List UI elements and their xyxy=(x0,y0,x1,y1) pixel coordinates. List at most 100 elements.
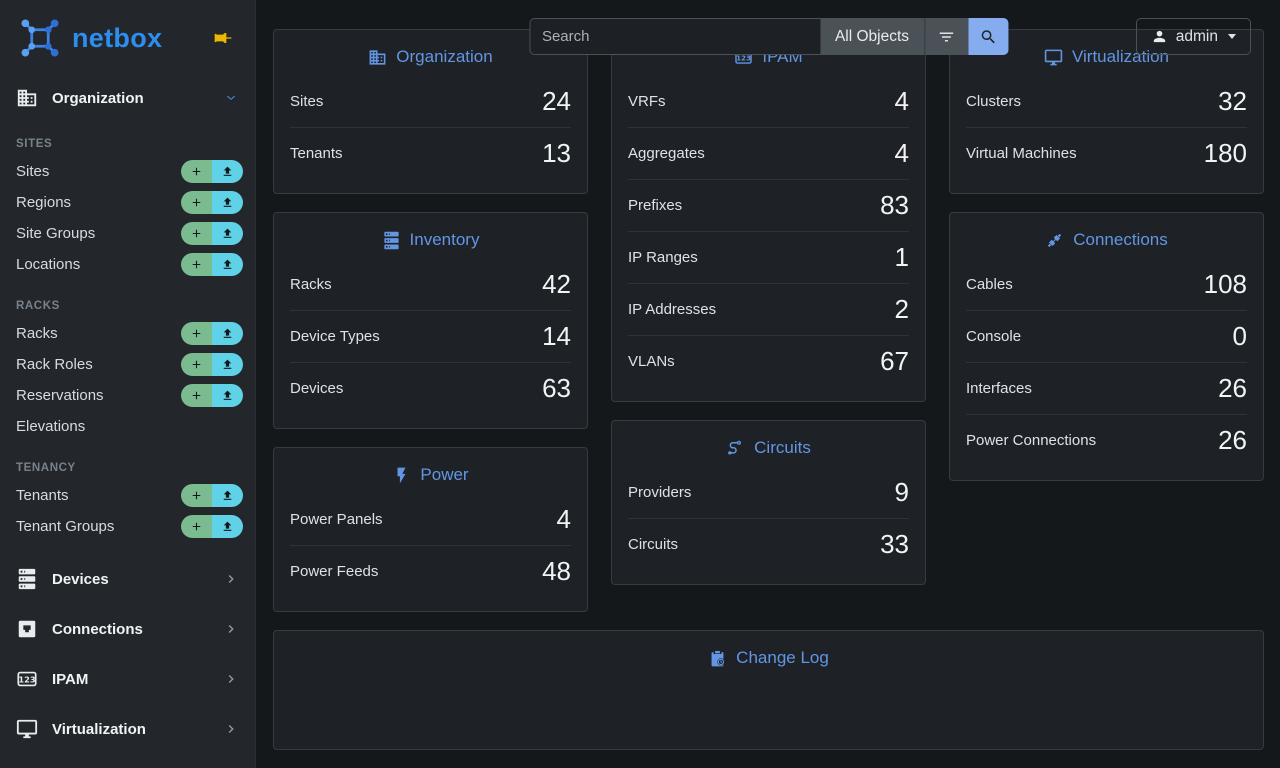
sidebar-section-connections[interactable]: Connections xyxy=(0,604,255,654)
stat-value[interactable]: 108 xyxy=(1203,268,1247,299)
sidebar: netbox Organization SITES Sites Regions … xyxy=(0,0,256,768)
stat-row: Power Connections 26 xyxy=(966,414,1247,466)
pin-sidebar-button[interactable] xyxy=(209,24,237,52)
stat-row: Prefixes 83 xyxy=(628,179,909,231)
chevron-right-icon xyxy=(223,571,239,587)
stat-value[interactable]: 180 xyxy=(1203,138,1247,168)
sidebar-link-tenant-groups[interactable]: Tenant Groups xyxy=(16,518,115,535)
stat-value[interactable]: 63 xyxy=(542,373,571,403)
stat-value[interactable]: 67 xyxy=(880,346,909,376)
transit-connection-icon xyxy=(726,439,745,458)
sidebar-section-organization[interactable]: Organization xyxy=(0,78,255,118)
sidebar-section-virtualization[interactable]: Virtualization xyxy=(0,704,255,754)
add-button[interactable] xyxy=(181,160,212,183)
sidebar-item-site-groups: Site Groups xyxy=(0,218,255,249)
import-button[interactable] xyxy=(212,353,243,376)
stat-label: Clusters xyxy=(966,92,1022,110)
stat-value[interactable]: 42 xyxy=(542,268,571,299)
add-button[interactable] xyxy=(181,222,212,245)
stat-value[interactable]: 0 xyxy=(1232,321,1247,351)
monitor-icon xyxy=(1044,48,1063,67)
chevron-right-icon xyxy=(223,721,239,737)
plus-icon xyxy=(190,389,203,402)
topbar: All Objects admin xyxy=(256,0,1280,55)
add-button[interactable] xyxy=(181,322,212,345)
stat-row: Power Feeds 48 xyxy=(290,545,571,597)
search-scope-button[interactable]: All Objects xyxy=(819,18,925,55)
add-button[interactable] xyxy=(181,484,212,507)
stat-row: Aggregates 4 xyxy=(628,127,909,179)
sidebar-item-sites: Sites xyxy=(0,156,255,187)
import-button[interactable] xyxy=(212,515,243,538)
search-button[interactable] xyxy=(968,18,1009,55)
search-input[interactable] xyxy=(528,18,820,55)
section-label: Devices xyxy=(52,570,109,588)
sidebar-link-sites[interactable]: Sites xyxy=(16,163,50,180)
sidebar-link-rack-roles[interactable]: Rack Roles xyxy=(16,356,93,373)
stat-label: VRFs xyxy=(628,92,666,110)
stat-value[interactable]: 33 xyxy=(880,529,909,559)
sidebar-section-devices[interactable]: Devices xyxy=(0,554,255,604)
import-button[interactable] xyxy=(212,484,243,507)
sidebar-link-elevations[interactable]: Elevations xyxy=(16,418,86,435)
plus-icon xyxy=(190,489,203,502)
brand-name[interactable]: netbox xyxy=(72,22,163,53)
sidebar-link-regions[interactable]: Regions xyxy=(16,194,72,211)
stat-label: Cables xyxy=(966,275,1013,293)
stat-value[interactable]: 13 xyxy=(542,138,571,168)
stat-value[interactable]: 14 xyxy=(542,321,571,351)
stat-row: VLANs 67 xyxy=(628,335,909,387)
sidebar-link-reservations[interactable]: Reservations xyxy=(16,387,104,404)
stat-label: Prefixes xyxy=(628,197,683,214)
search-group: All Objects xyxy=(528,18,1009,55)
stat-label: IP Ranges xyxy=(628,249,698,266)
stat-label: Power Connections xyxy=(966,432,1097,449)
stat-value[interactable]: 24 xyxy=(542,85,571,116)
add-button[interactable] xyxy=(181,191,212,214)
stat-value[interactable]: 1 xyxy=(894,242,909,272)
sidebar-link-tenants[interactable]: Tenants xyxy=(16,487,69,504)
stat-value[interactable]: 4 xyxy=(894,138,909,168)
stat-value[interactable]: 26 xyxy=(1218,373,1247,403)
stat-row: Console 0 xyxy=(966,310,1247,362)
upload-icon xyxy=(221,389,234,402)
stat-label: Racks xyxy=(290,275,332,293)
import-button[interactable] xyxy=(212,253,243,276)
sidebar-link-racks[interactable]: Racks xyxy=(16,325,58,342)
add-button[interactable] xyxy=(181,515,212,538)
stat-value[interactable]: 9 xyxy=(894,476,909,507)
plus-icon xyxy=(190,165,203,178)
ethernet-port-icon xyxy=(16,618,38,640)
sidebar-section-ipam[interactable]: IPAM xyxy=(0,654,255,704)
import-button[interactable] xyxy=(212,191,243,214)
netbox-logo-icon[interactable] xyxy=(18,16,62,60)
card-organization: Organization Sites 24 Tenants 13 xyxy=(273,29,588,194)
server-icon xyxy=(16,568,38,590)
stat-value[interactable]: 83 xyxy=(880,190,909,220)
import-button[interactable] xyxy=(212,322,243,345)
import-button[interactable] xyxy=(212,384,243,407)
stat-value[interactable]: 26 xyxy=(1218,425,1247,455)
card-power: Power Power Panels 4 Power Feeds 48 xyxy=(273,447,588,612)
sidebar-link-site-groups[interactable]: Site Groups xyxy=(16,225,96,242)
stat-value[interactable]: 2 xyxy=(894,294,909,324)
add-button[interactable] xyxy=(181,253,212,276)
import-button[interactable] xyxy=(212,222,243,245)
stat-label: Tenants xyxy=(290,145,343,162)
user-menu-button[interactable]: admin xyxy=(1135,18,1251,55)
card-title: Connections xyxy=(950,213,1263,258)
stat-label: Console xyxy=(966,328,1022,345)
stat-row: Virtual Machines 180 xyxy=(966,127,1247,179)
add-button[interactable] xyxy=(181,384,212,407)
stat-value[interactable]: 4 xyxy=(894,85,909,116)
add-button[interactable] xyxy=(181,353,212,376)
sidebar-link-locations[interactable]: Locations xyxy=(16,256,81,273)
import-button[interactable] xyxy=(212,160,243,183)
section-label: Virtualization xyxy=(52,720,146,738)
filter-button[interactable] xyxy=(924,18,969,55)
stat-value[interactable]: 4 xyxy=(556,503,571,534)
stat-row: Interfaces 26 xyxy=(966,362,1247,414)
stat-value[interactable]: 32 xyxy=(1218,85,1247,116)
stat-value[interactable]: 48 xyxy=(542,556,571,586)
changelog-section: Change Log xyxy=(256,612,1280,768)
